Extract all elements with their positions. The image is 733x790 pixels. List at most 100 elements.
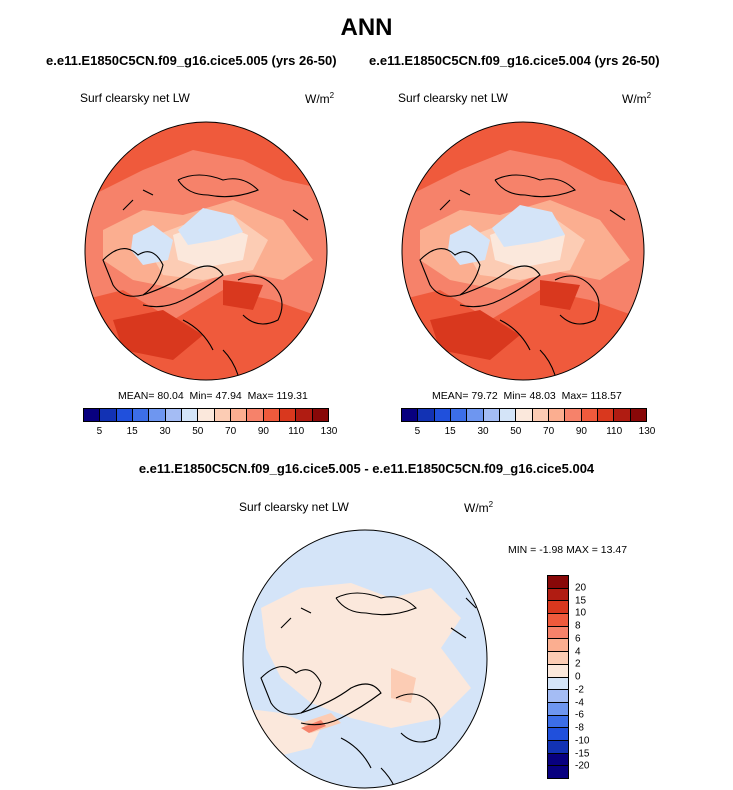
diff-colorbar-swatch xyxy=(548,639,568,653)
left-polar-map xyxy=(84,121,328,381)
diff-colorbar-swatch xyxy=(548,601,568,615)
diff-colorbar-swatch xyxy=(548,728,568,741)
right-colorbar-swatch xyxy=(532,409,549,421)
left-colorbar-tick-label: 130 xyxy=(320,426,338,437)
right-colorbar-swatch xyxy=(418,409,435,421)
right-colorbar-labels: 5 15 30 50 70 90 110 130 xyxy=(401,426,656,440)
diff-colorbar-tick-label: -8 xyxy=(575,722,584,734)
left-colorbar-tick-label: 110 xyxy=(288,426,305,437)
left-colorbar-swatch xyxy=(247,409,264,421)
right-colorbar xyxy=(401,408,647,422)
diff-colorbar-tick-label: -6 xyxy=(575,709,584,721)
right-colorbar-tick-label: 70 xyxy=(543,426,555,437)
right-colorbar-tick-label: 5 xyxy=(414,426,421,437)
diff-colorbar-swatch xyxy=(548,576,568,589)
diff-colorbar-tick-label: 0 xyxy=(575,671,581,683)
left-colorbar-swatch xyxy=(230,409,248,421)
left-colorbar-tick-label: 70 xyxy=(225,426,237,437)
left-colorbar-swatch xyxy=(263,409,280,421)
left-colorbar xyxy=(83,408,329,422)
left-colorbar-swatch xyxy=(132,409,150,421)
left-colorbar-labels: 5 15 30 50 70 90 110 130 xyxy=(83,426,338,440)
left-colorbar-tick-label: 90 xyxy=(257,426,269,437)
right-colorbar-tick-label: 50 xyxy=(510,426,522,437)
right-colorbar-swatch xyxy=(499,409,517,421)
right-polar-map xyxy=(401,121,645,381)
right-map-border xyxy=(401,121,645,381)
diff-panel-units: W/m2 xyxy=(464,500,494,515)
diff-colorbar-tick-label: -10 xyxy=(575,735,590,747)
diff-colorbar-tick-label: 10 xyxy=(575,607,587,619)
right-colorbar-swatch xyxy=(483,409,500,421)
right-colorbar-tick-label: 30 xyxy=(477,426,489,437)
right-colorbar-swatch xyxy=(614,409,631,421)
diff-colorbar-swatch xyxy=(548,702,568,716)
diff-colorbar-tick-label: 2 xyxy=(575,658,581,670)
diff-colorbar-tick-label: -2 xyxy=(575,684,584,696)
right-stats: MEAN= 79.72 Min= 48.03 Max= 118.57 xyxy=(432,390,622,402)
diff-colorbar-swatch xyxy=(548,715,568,729)
right-colorbar-tick-label: 130 xyxy=(638,426,656,437)
left-colorbar-swatch xyxy=(165,409,182,421)
left-colorbar-tick-label: 30 xyxy=(159,426,171,437)
left-colorbar-swatch xyxy=(181,409,199,421)
diff-colorbar-labels: 20 15 10 8 6 4 2 0 -2 -4 -6 -8 -10 -15 -20 xyxy=(575,575,615,779)
left-colorbar-swatch xyxy=(84,409,101,421)
left-colorbar-swatch xyxy=(100,409,117,421)
right-colorbar-swatch xyxy=(565,409,582,421)
right-colorbar-tick-label: 110 xyxy=(606,426,623,437)
diff-colorbar-tick-label: 15 xyxy=(575,595,587,606)
left-stats: MEAN= 80.04 Min= 47.94 Max= 119.31 xyxy=(118,390,308,402)
left-panel-units: W/m2 xyxy=(305,91,335,106)
diff-colorbar-tick-label: 4 xyxy=(575,646,581,657)
left-panel-variable-label: Surf clearsky net LW xyxy=(80,91,190,105)
diff-colorbar-swatch xyxy=(548,677,568,691)
left-colorbar-swatch xyxy=(312,409,328,421)
diff-colorbar-swatch xyxy=(548,690,568,703)
right-coastlines xyxy=(419,174,636,376)
diff-colorbar-swatch xyxy=(548,766,568,778)
left-colorbar-tick-label: 15 xyxy=(126,426,138,437)
right-colorbar-swatch xyxy=(516,409,533,421)
diff-colorbar-swatch xyxy=(548,626,568,640)
right-panel-variable-label: Surf clearsky net LW xyxy=(398,91,508,105)
left-map-fill xyxy=(85,122,327,380)
diff-coastlines xyxy=(260,592,477,788)
diff-colorbar-swatch xyxy=(548,740,568,754)
right-colorbar-swatch xyxy=(467,409,484,421)
right-colorbar-swatch xyxy=(402,409,419,421)
left-map-border xyxy=(84,121,328,381)
main-title: ANN xyxy=(340,14,393,41)
diff-map-fill xyxy=(243,530,487,788)
diff-colorbar-tick-label: 8 xyxy=(575,620,581,632)
diff-panel-variable-label: Surf clearsky net LW xyxy=(239,500,349,514)
right-case-title: e.e11.E1850C5CN.f09_g16.cice5.004 (yrs 2… xyxy=(369,53,660,68)
diff-colorbar-tick-label: 6 xyxy=(575,633,581,645)
right-colorbar-swatch xyxy=(548,409,566,421)
left-colorbar-tick-label: 50 xyxy=(192,426,204,437)
right-map-fill xyxy=(402,122,644,380)
right-colorbar-swatch xyxy=(434,409,451,421)
diff-colorbar-tick-label: -15 xyxy=(575,748,590,759)
diff-colorbar-tick-label: -20 xyxy=(575,760,590,772)
left-colorbar-swatch xyxy=(296,409,313,421)
diff-colorbar-swatch xyxy=(548,614,568,627)
diff-minmax: MIN = -1.98 MAX = 13.47 xyxy=(508,544,628,556)
left-case-title: e.e11.E1850C5CN.f09_g16.cice5.005 (yrs 2… xyxy=(46,53,337,68)
right-colorbar-swatch xyxy=(597,409,615,421)
diff-colorbar-tick-label: -4 xyxy=(575,697,584,708)
diff-colorbar-swatch xyxy=(548,753,568,767)
diff-colorbar xyxy=(547,575,569,779)
diff-colorbar-swatch xyxy=(548,664,568,678)
left-colorbar-swatch xyxy=(198,409,215,421)
left-colorbar-swatch xyxy=(279,409,297,421)
left-colorbar-swatch xyxy=(116,409,133,421)
right-colorbar-swatch xyxy=(581,409,598,421)
left-colorbar-swatch xyxy=(149,409,166,421)
diff-colorbar-swatch xyxy=(548,588,568,602)
right-colorbar-swatch xyxy=(630,409,646,421)
diff-colorbar-swatch xyxy=(548,652,568,665)
left-coastlines xyxy=(102,174,319,376)
right-colorbar-tick-label: 15 xyxy=(444,426,456,437)
diff-polar-map xyxy=(242,529,488,789)
